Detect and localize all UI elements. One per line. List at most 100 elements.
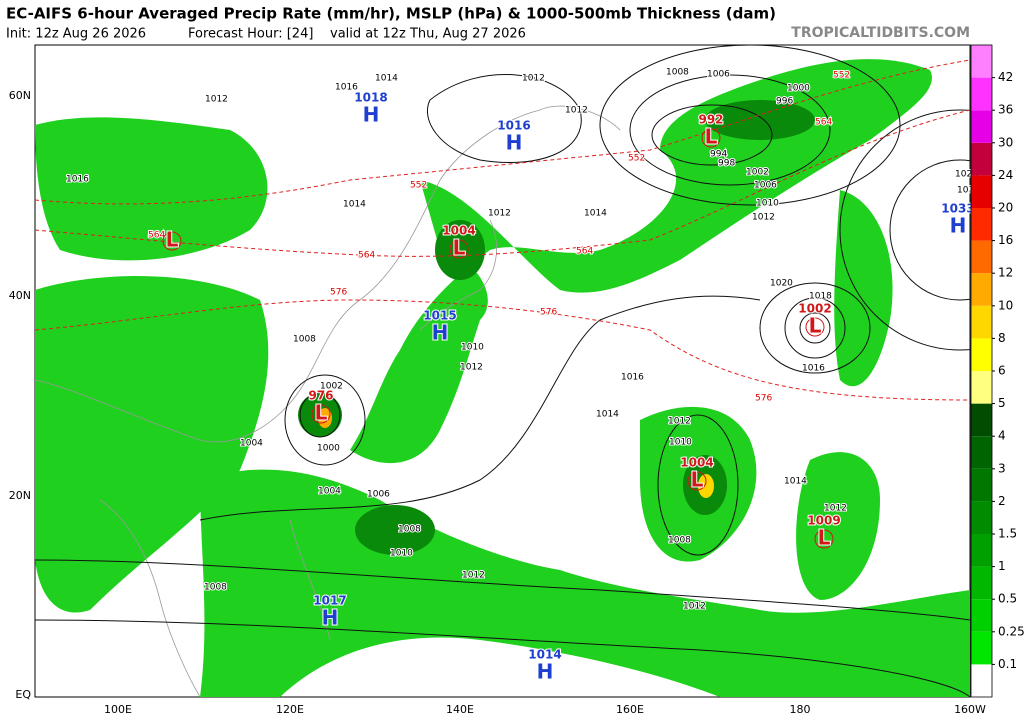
thickness-lines — [35, 59, 970, 401]
precip — [35, 59, 970, 697]
isobar-label: 1016 — [802, 364, 825, 374]
isobar-label: 1008 — [666, 68, 689, 78]
isobar-label: 1002 — [320, 382, 343, 392]
colorbar-label: 10 — [998, 298, 1013, 312]
center-pressure: 1018 — [354, 91, 387, 105]
isobar-label: 1018 — [809, 292, 832, 302]
thickness-label: 564 — [358, 251, 375, 261]
map-layers — [35, 45, 970, 697]
lat-label: 40N — [9, 289, 31, 302]
isobar-label: 1016 — [335, 83, 358, 93]
lon-label: 160W — [954, 703, 986, 716]
isobar-label: 1012 — [522, 74, 545, 84]
lat-label: 60N — [9, 89, 31, 102]
colorbar-swatch — [971, 45, 992, 78]
colorbar-label: 3 — [998, 461, 1006, 475]
center-pressure: 992 — [698, 113, 723, 127]
center-pressure: 1002 — [798, 302, 831, 316]
forecast-hour: Forecast Hour: [24] — [188, 27, 313, 42]
colorbar-swatch — [971, 208, 992, 241]
isobar-label: 1008 — [668, 536, 691, 546]
isobar-label: 1006 — [367, 490, 390, 500]
lat-label: EQ — [15, 688, 31, 701]
center-pressure: 1014 — [528, 648, 561, 662]
center-pressure: 1009 — [807, 514, 840, 528]
colorbar-label: 36 — [998, 103, 1013, 117]
isobar-label-group: 1016 1014 1012 1012 1012 1008 1006 1000 … — [65, 67, 981, 613]
low-symbol: L — [453, 236, 466, 260]
low-symbol: L — [691, 468, 704, 492]
colorbar-label: 42 — [998, 70, 1013, 84]
isobar-label: 1016 — [621, 373, 644, 383]
precip-core — [698, 474, 714, 498]
lon-label: 120E — [276, 703, 304, 716]
lon-label: 180 — [790, 703, 811, 716]
isobar-label: 1006 — [707, 70, 730, 80]
isobar-label: 1012 — [205, 95, 228, 105]
colorbar: 0.1 0.25 0.5 1 1.5 2 3 4 5 6 8 10 12 16 20 24 30 36 42 — [970, 44, 1024, 698]
isobar-label: 1014 — [584, 209, 607, 219]
colorbar-swatch — [971, 77, 992, 111]
colorbar-swatch — [971, 305, 992, 339]
high-symbol: H — [322, 606, 339, 630]
isobar-label: 1012 — [752, 213, 775, 223]
thickness-label: 552 — [833, 71, 850, 81]
isobar-label: 1012 — [460, 363, 483, 373]
colorbar-label: 20 — [998, 201, 1013, 215]
thickness-label: 552 — [410, 181, 427, 191]
lon-labels: 100E 120E 140E 160E 180 160W — [104, 703, 986, 716]
thickness-label: 564 — [576, 247, 593, 257]
valid-time: valid at 12z Thu, Aug 27 2026 — [330, 27, 526, 42]
colorbar-label: 16 — [998, 233, 1013, 247]
center-pressure: 1017 — [313, 594, 346, 608]
isobar-label: 1014 — [343, 200, 366, 210]
colorbar-label: 12 — [998, 266, 1013, 280]
low-marker — [311, 404, 331, 424]
isobar-label: 1002 — [746, 168, 769, 178]
high-symbol: H — [432, 321, 449, 345]
center-pressure: 976 — [308, 389, 333, 403]
colorbar-label: 30 — [998, 135, 1013, 149]
colorbar-swatch — [971, 273, 992, 306]
thickness-label: 576 — [330, 288, 347, 298]
colorbar-swatch — [971, 664, 992, 697]
colorbar-swatch — [971, 534, 992, 567]
coastlines — [35, 105, 621, 697]
high-symbol: H — [363, 103, 380, 127]
colorbar-swatch — [971, 631, 992, 665]
high-symbol: H — [506, 131, 523, 155]
center-pressure: 1016 — [497, 119, 530, 133]
lat-label: 20N — [9, 489, 31, 502]
lon-label: 140E — [446, 703, 474, 716]
center-pressure: 1033 — [941, 202, 974, 216]
isobar-label: 1004 — [240, 439, 263, 449]
init-time: Init: 12z Aug 26 2026 — [6, 27, 146, 42]
isobar-label: 996 — [776, 97, 793, 107]
colorbar-label: 1 — [998, 559, 1006, 573]
colorbar-swatch — [971, 338, 992, 371]
high-symbol: H — [950, 214, 967, 238]
low-marker — [701, 128, 721, 148]
isobar-label: 1004 — [318, 487, 341, 497]
colorbar-swatch — [971, 240, 992, 274]
isobar-label: 1012 — [462, 571, 485, 581]
low-symbol: L — [315, 401, 328, 425]
isobar-label: 1020 — [770, 279, 793, 289]
isobar-label: 1012 — [683, 602, 706, 612]
lat-labels: 60N 40N 20N EQ — [9, 89, 32, 701]
isobar-label: 1008 — [398, 525, 421, 535]
low-marker — [687, 471, 707, 491]
isobars — [35, 45, 970, 697]
center-pressure: 1015 — [423, 309, 456, 323]
isobar-label: 1010 — [756, 199, 779, 209]
isobar-label: 1006 — [754, 181, 777, 191]
colorbar-swatch — [971, 468, 992, 502]
colorbar-label: 24 — [998, 168, 1013, 182]
colorbar-swatch — [971, 175, 992, 208]
colorbar-label: 4 — [998, 429, 1006, 443]
isobar-label: 1010 — [390, 549, 413, 559]
isobar-label: 1012 — [668, 417, 691, 427]
isobar-label: 994 — [710, 150, 727, 160]
low-symbol: L — [818, 526, 831, 550]
thickness-label: 564 — [815, 118, 832, 128]
